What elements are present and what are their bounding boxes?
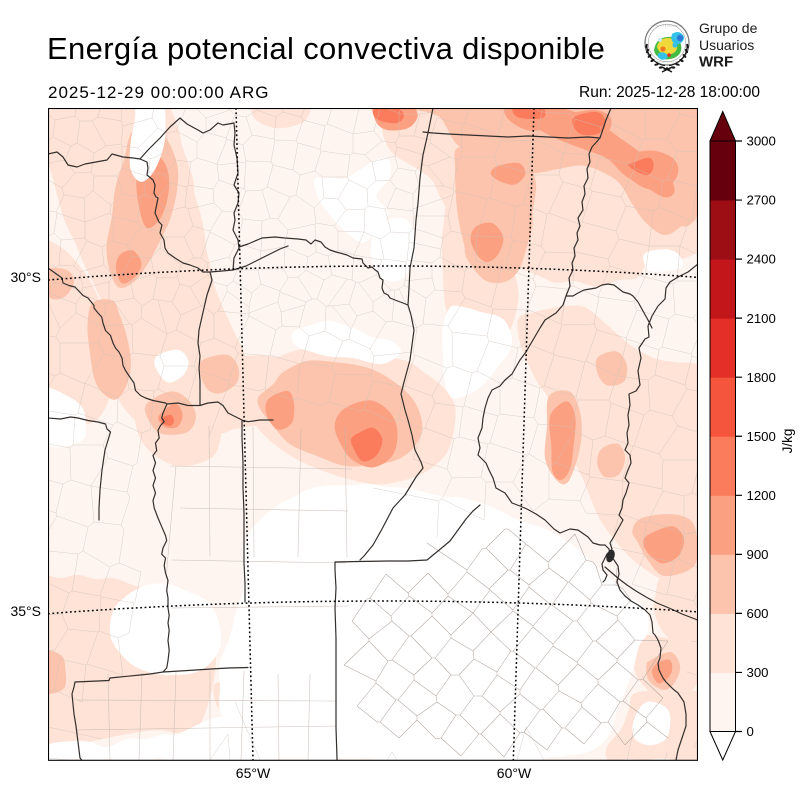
svg-text:W R F - A R G E N T I N A: W R F - A R G E N T I N A	[654, 61, 680, 64]
svg-text:1500: 1500	[747, 429, 776, 444]
svg-text:J/kg: J/kg	[780, 429, 795, 454]
svg-text:G R U P O D E U S U A R I O: G R U P O D E U S U A R I O S	[652, 25, 683, 28]
svg-text:1800: 1800	[747, 370, 776, 385]
svg-text:WRF: WRF	[699, 54, 733, 71]
svg-text:2400: 2400	[747, 252, 776, 267]
svg-text:2700: 2700	[747, 193, 776, 208]
svg-text:900: 900	[747, 547, 769, 562]
svg-text:Usuarios: Usuarios	[699, 37, 754, 53]
svg-text:Grupo de: Grupo de	[699, 20, 758, 36]
svg-text:300: 300	[747, 665, 769, 680]
svg-text:2100: 2100	[747, 311, 776, 326]
svg-text:600: 600	[747, 606, 769, 621]
svg-text:3000: 3000	[747, 134, 776, 149]
svg-text:0: 0	[747, 724, 754, 739]
svg-text:1200: 1200	[747, 488, 776, 503]
